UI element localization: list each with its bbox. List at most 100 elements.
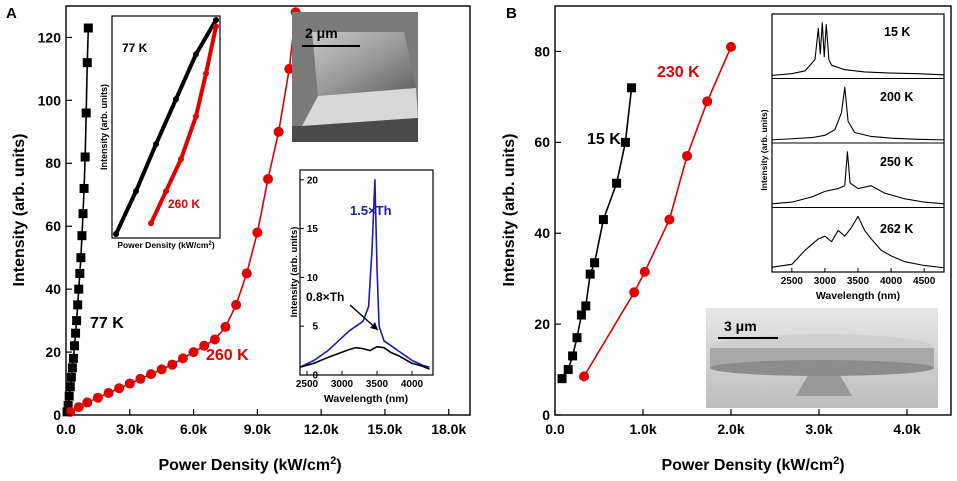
- inset-temp-xtick-label-1: 3000: [814, 276, 837, 287]
- panel-b-y-tick-label-1: 20: [534, 316, 550, 332]
- panel-b-series-1-point-0: [579, 371, 590, 382]
- panel-a-x-tick-label-4: 12.0k: [304, 421, 339, 437]
- inset-spectra-ytick-label-4: 20: [307, 175, 319, 186]
- inset-spectra-ytick-label-3: 15: [307, 224, 319, 235]
- panel-a-series-0-point-7: [70, 341, 80, 351]
- panel-b-series-0-point-4: [576, 310, 586, 320]
- inset-temp-xlabel: Wavelength (nm): [816, 290, 900, 302]
- inset-loglog-series-1-point-2: [178, 156, 184, 163]
- inset-temp-label-15k: 15 K: [884, 25, 910, 39]
- inset-spectra-frame: [299, 169, 434, 376]
- inset-loglog-curves: [113, 17, 219, 237]
- sem-pillar-top-face: [312, 32, 416, 96]
- inset-spectra-xtick-label-0: 2500: [296, 379, 319, 390]
- panel-a-y-tick-label-2: 40: [45, 281, 61, 297]
- panel-a-series-1-point-3: [92, 392, 103, 403]
- inset-spectra-xlabel: Wavelength (nm): [324, 393, 408, 405]
- panel-a-y-tick-label-4: 80: [45, 155, 61, 171]
- panel-a-y-ticks: 0 20 40 60 80 100 120: [38, 29, 72, 423]
- panel-b-series-0-point-1: [563, 365, 573, 375]
- inset-temp-xtick-label-0: 2500: [781, 276, 804, 287]
- inset-loglog: 77 K 260 K Intensity (arb. units) Power …: [99, 15, 221, 250]
- panel-a-series-1-point-1: [73, 402, 84, 413]
- inset-sem-disk: 3 μm: [706, 308, 938, 408]
- panel-b-series-0-point-10: [620, 137, 630, 147]
- panel-b-series-0-point-5: [581, 301, 591, 311]
- panel-a-x-tick-label-5: 15.0k: [367, 421, 402, 437]
- panel-b-y-ticks: 0 20 40 60 80: [534, 43, 561, 423]
- inset-loglog-series-0: [114, 18, 218, 235]
- panel-b-y-tick-label-0: 0: [542, 407, 550, 423]
- panel-b-y-tick-label-4: 80: [534, 43, 550, 59]
- inset-temp-xtick-label-4: 4500: [913, 276, 936, 287]
- panel-a-series-1-point-11: [177, 353, 188, 364]
- inset-spectra-line-0p8th: [299, 345, 430, 370]
- panel-a-series-1-point-9: [156, 364, 167, 375]
- panel-a-label: A: [6, 5, 17, 22]
- inset-loglog-series-1-point-1: [163, 188, 169, 195]
- panel-a-series-0-point-19: [82, 58, 92, 68]
- inset-spectra-label-1p5th: 1.5×Th: [350, 203, 392, 218]
- sem-disk-scale-bar: [718, 337, 778, 339]
- sem-disk-scale-label: 3 μm: [724, 318, 757, 334]
- panel-a-y-axis-label: Intensity (arb. units): [11, 134, 28, 287]
- panel-a-series-1-point-10: [167, 359, 178, 370]
- panel-b-series-1-point-6: [726, 41, 736, 52]
- sem-pillar-scale-bar: [302, 45, 360, 47]
- inset-loglog-series-0-point-4: [193, 51, 199, 58]
- inset-loglog-series-0-point-3: [173, 96, 179, 103]
- panel-a-main-plot: [62, 7, 301, 417]
- panel-a-series-1-point-17: [241, 268, 252, 279]
- panel-a-series-0-point-1: [63, 401, 73, 411]
- sem-pillar-base: [292, 118, 418, 142]
- inset-spectra-ytick-label-1: 5: [312, 322, 318, 333]
- panel-a-series-1-point-21: [284, 63, 295, 74]
- panel-b-series-0-point-6: [585, 269, 595, 279]
- inset-temp-xtick-label-2: 3500: [847, 276, 870, 287]
- panel-b-series-1-point-1: [629, 287, 640, 298]
- panel-a-x-tick-label-1: 3.0k: [116, 421, 143, 437]
- panel-b-x-axis-label: Power Density (kW/cm2): [661, 455, 844, 474]
- panel-b-series-0-point-9: [612, 178, 622, 188]
- inset-sem-pillar: 2 μm: [292, 12, 418, 142]
- panel-b-label: B: [506, 5, 517, 22]
- panel-a-77k-annotation: 77 K: [90, 315, 124, 332]
- panel-b-series-0-point-2: [568, 351, 578, 361]
- panel-a-series-0-point-20: [83, 23, 93, 33]
- panel-b-15k-annotation: 15 K: [587, 131, 621, 148]
- inset-temperature-spectra: 2500 3000 3500 4000 4500 15 K 200 K 250 K 26…: [759, 13, 945, 302]
- inset-loglog-series-0-point-0: [113, 231, 119, 237]
- panel-b-series-0-point-11: [627, 83, 637, 93]
- panel-a-series-1-point-5: [114, 383, 125, 394]
- inset-spectra: 2500 3000 3500 4000 0 5 10 15 20 1.5×Th 0.8×Th I…: [289, 169, 434, 405]
- inset-loglog-series-1-point-3: [193, 113, 199, 120]
- panel-b-y-axis-label: Intensity (arb. units): [501, 134, 518, 287]
- panel-a-series-0-point-16: [79, 183, 89, 193]
- panel-a-series-0-point-10: [73, 300, 83, 310]
- sem-disk-bottom-edge: [710, 360, 934, 376]
- inset-temp-label-250k: 250 K: [880, 155, 913, 169]
- panel-a-y-tick-label-5: 100: [38, 92, 62, 108]
- inset-temp-curves: [771, 22, 945, 269]
- panel-b-series-0-point-0: [557, 374, 567, 384]
- panel-a-y-tick-label-0: 0: [53, 407, 61, 423]
- panel-a-series-0-point-9: [72, 316, 82, 326]
- inset-temp-label-262k: 262 K: [880, 222, 913, 236]
- panel-a-series-0-point-11: [74, 284, 84, 294]
- inset-spectra-curves: [299, 178, 430, 370]
- panel-a-x-tick-label-6: 18.0k: [431, 421, 466, 437]
- panel-a-y-tick-label-6: 120: [38, 29, 62, 45]
- inset-spectra-xtick-label-3: 4000: [401, 379, 424, 390]
- panel-a-series-0-point-12: [75, 268, 85, 278]
- inset-temp-line-2: [771, 151, 945, 205]
- panel-a-x-ticks: 0.0 3.0k 6.0k 9.0k 12.0k 15.0k 18.0k: [56, 409, 466, 437]
- inset-temp-line-1: [771, 86, 945, 141]
- inset-spectra-ytick-label-2: 10: [307, 273, 319, 284]
- panel-b-x-tick-label-4: 4.0k: [893, 421, 920, 437]
- panel-a-series-1-point-6: [124, 378, 135, 389]
- panel-a-series-1-point-19: [263, 174, 273, 185]
- panel-a-series-1-point-18: [252, 227, 263, 238]
- panel-a-series-0-point-18: [81, 108, 91, 118]
- panel-a-series-1-point-15: [220, 321, 231, 332]
- panel-a-series-0-point-14: [77, 231, 87, 241]
